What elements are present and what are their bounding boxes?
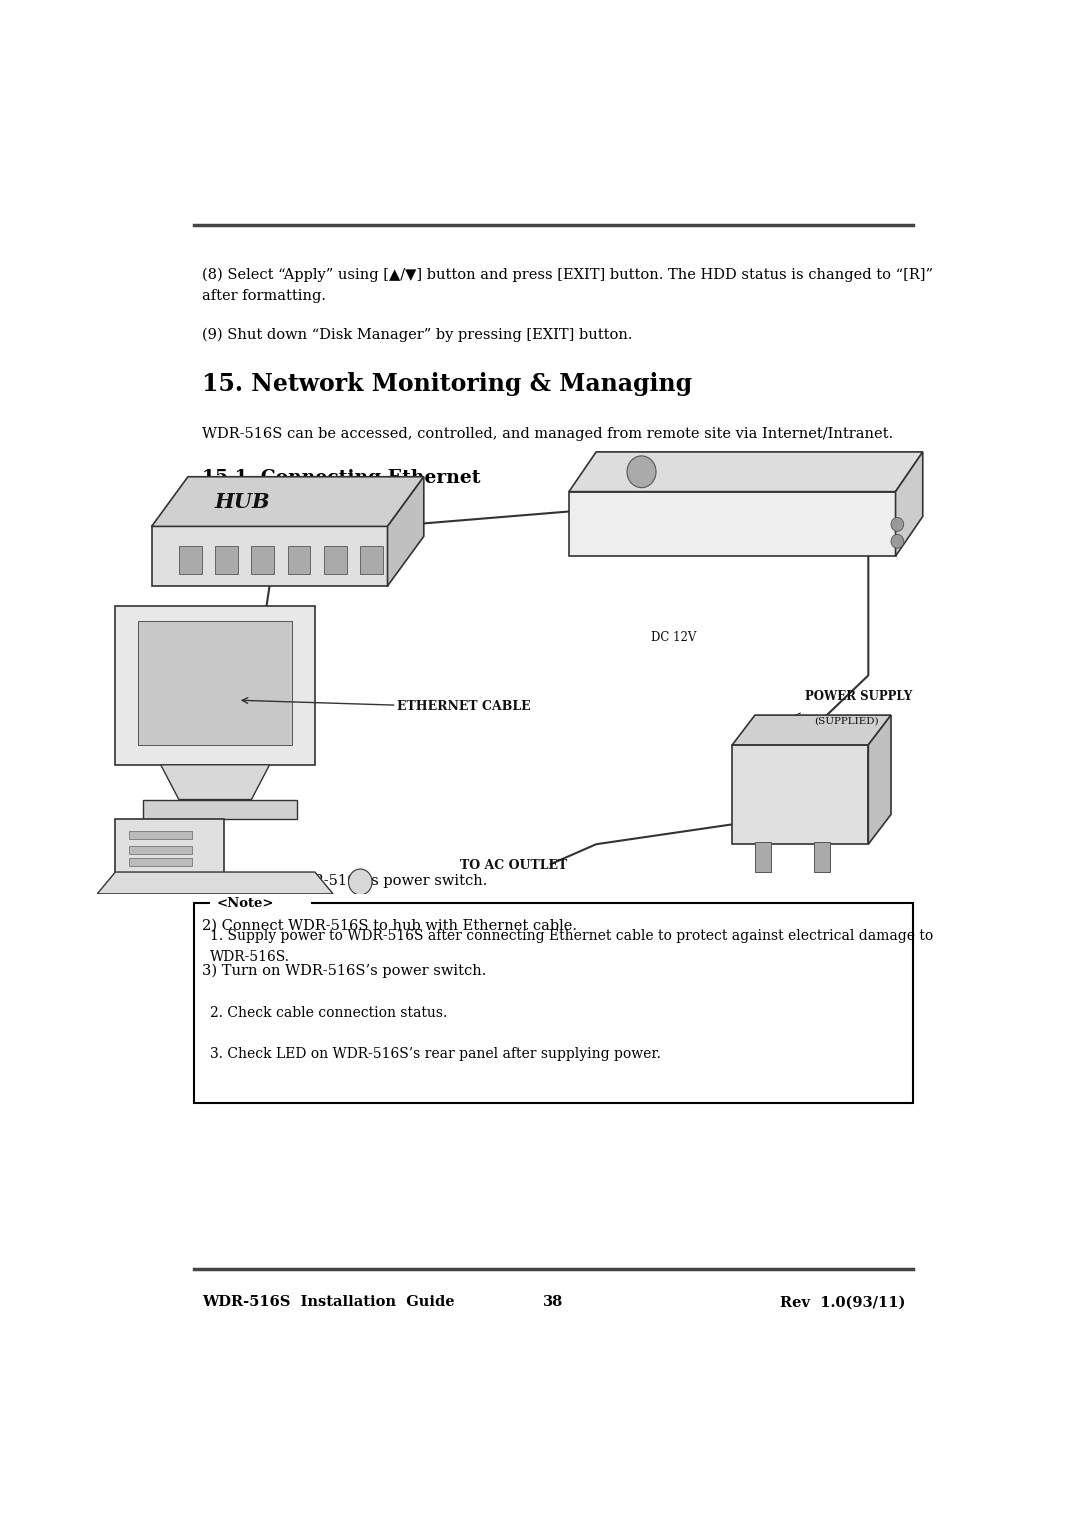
Circle shape <box>891 518 904 532</box>
FancyBboxPatch shape <box>211 888 311 912</box>
Text: (SUPPLIED): (SUPPLIED) <box>814 717 878 726</box>
Polygon shape <box>151 526 388 585</box>
Bar <box>287 547 310 575</box>
Text: 2) Connect WDR-516S to hub with Ethernet cable.: 2) Connect WDR-516S to hub with Ethernet… <box>202 918 577 932</box>
Polygon shape <box>138 620 293 744</box>
Polygon shape <box>161 764 270 799</box>
Text: Rev  1.0(93/11): Rev 1.0(93/11) <box>780 1296 905 1309</box>
Text: WDR-516S  Installation  Guide: WDR-516S Installation Guide <box>202 1296 455 1309</box>
Text: TO AC OUTLET: TO AC OUTLET <box>460 859 567 872</box>
Polygon shape <box>143 799 297 819</box>
Polygon shape <box>732 715 891 744</box>
Text: 38: 38 <box>543 1296 564 1309</box>
Text: WDR-516S can be accessed, controlled, and managed from remote site via Internet/: WDR-516S can be accessed, controlled, an… <box>202 426 893 442</box>
Polygon shape <box>97 872 333 894</box>
Polygon shape <box>151 477 423 526</box>
Text: (8) Select “Apply” using [▲/▼] button and press [EXIT] button. The HDD status is: (8) Select “Apply” using [▲/▼] button an… <box>202 267 933 303</box>
Bar <box>215 547 238 575</box>
Bar <box>324 547 347 575</box>
Text: 1. Supply power to WDR-516S after connecting Ethernet cable to protect against e: 1. Supply power to WDR-516S after connec… <box>211 929 933 964</box>
Text: HUB: HUB <box>215 492 270 512</box>
Text: 15.1. Connecting Ethernet: 15.1. Connecting Ethernet <box>202 469 481 487</box>
Bar <box>755 842 771 872</box>
Bar <box>129 859 192 866</box>
Text: ETHERNET CABLE: ETHERNET CABLE <box>396 700 530 714</box>
Circle shape <box>627 455 656 487</box>
Text: 2. Check cable connection status.: 2. Check cable connection status. <box>211 1005 447 1019</box>
Polygon shape <box>569 452 922 492</box>
Polygon shape <box>868 715 891 843</box>
Bar <box>179 547 202 575</box>
Bar <box>129 831 192 839</box>
Text: 1) Turn off WDR-516S’s power switch.: 1) Turn off WDR-516S’s power switch. <box>202 874 487 888</box>
Text: 3. Check LED on WDR-516S’s rear panel after supplying power.: 3. Check LED on WDR-516S’s rear panel af… <box>211 1047 661 1060</box>
Polygon shape <box>116 819 225 889</box>
Polygon shape <box>569 492 895 556</box>
Polygon shape <box>388 477 423 585</box>
Polygon shape <box>116 605 315 764</box>
Text: DC 12V: DC 12V <box>650 631 696 643</box>
Text: POWER SUPPLY: POWER SUPPLY <box>805 691 913 703</box>
Text: 3) Turn on WDR-516S’s power switch.: 3) Turn on WDR-516S’s power switch. <box>202 964 486 978</box>
Bar <box>814 842 831 872</box>
Text: <Note>: <Note> <box>217 897 274 909</box>
Polygon shape <box>732 744 868 843</box>
Polygon shape <box>895 452 922 556</box>
Bar <box>252 547 274 575</box>
FancyBboxPatch shape <box>193 903 914 1103</box>
Bar <box>361 547 383 575</box>
Text: 15. Network Monitoring & Managing: 15. Network Monitoring & Managing <box>202 371 692 396</box>
Bar <box>129 847 192 854</box>
Circle shape <box>891 535 904 549</box>
Circle shape <box>349 869 373 895</box>
Text: (9) Shut down “Disk Manager” by pressing [EXIT] button.: (9) Shut down “Disk Manager” by pressing… <box>202 329 633 342</box>
